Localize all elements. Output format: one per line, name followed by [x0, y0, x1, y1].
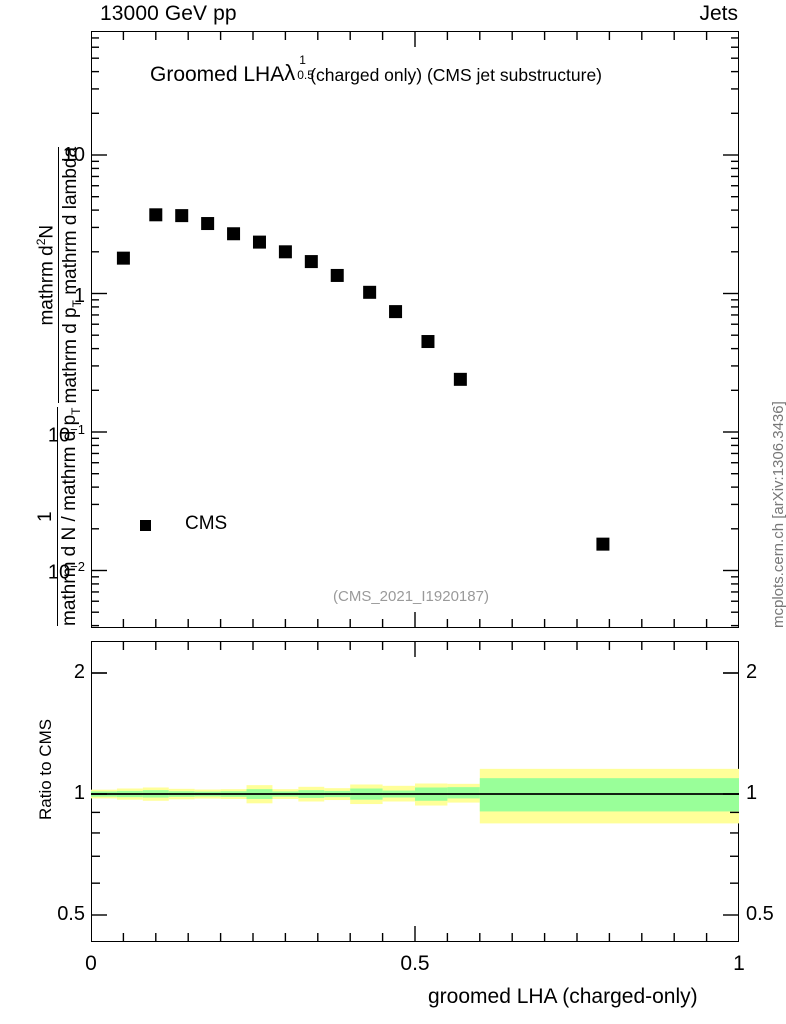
- ytick-mantissa-1: 1: [73, 285, 85, 307]
- header-right-label: Jets: [699, 2, 738, 25]
- yaxis-pT-subscript: T: [70, 300, 85, 308]
- legend-marker-cms: [140, 520, 151, 531]
- yaxis-N: N: [36, 224, 58, 239]
- legend: CMS: [140, 513, 300, 539]
- ratio-ytick-2-right-text: 2: [746, 661, 758, 683]
- ratio-ytick-label-05-right: 0.5: [746, 903, 786, 926]
- lambda-subscript: 0.5: [297, 68, 314, 82]
- ratio-yaxis-title: Ratio to CMS: [36, 718, 55, 820]
- yaxis-dN-dpT: mathrm d N / mathrm d p: [59, 414, 81, 626]
- ratio-ytick-label-05-left: 0.5: [10, 903, 85, 926]
- data-marker: [363, 285, 377, 299]
- main-plot-title: Groomed LHA λ 1 0.5 (charged only) (CMS jet …: [150, 53, 603, 87]
- data-marker: [149, 208, 163, 222]
- yaxis-d-exponent: 2: [34, 238, 48, 246]
- yaxis-mathrm-d: mathrm d: [36, 245, 58, 326]
- main-plot-frame: [91, 31, 739, 628]
- yaxis-denominator-dpT-dlambda: mathrm d pT mathrm d lambda: [58, 146, 85, 404]
- ratio-ytick-2-left-text: 2: [73, 661, 85, 683]
- ratio-ytick-05-left-text: 0.5: [57, 903, 85, 925]
- ytick-label-1: 1: [10, 285, 85, 308]
- title-suffix: (charged only) (CMS jet substructure): [310, 65, 603, 85]
- yaxis-one: 1: [35, 511, 57, 523]
- xaxis-title: groomed LHA (charged-only): [428, 985, 698, 1008]
- yaxis-mathrm-d-p: mathrm d p: [60, 307, 82, 404]
- data-marker: [389, 305, 403, 319]
- yaxis-denominator-dNdpT: mathrm d N / mathrm d pT: [57, 407, 83, 626]
- ytick-label-1e-2: 10−2: [10, 559, 85, 585]
- lambda-superscript: 1: [299, 53, 306, 67]
- ratio-ytick-05-right-text: 0.5: [746, 903, 774, 925]
- main-plot-canvas: [91, 31, 739, 628]
- legend-label-cms: CMS: [185, 513, 228, 534]
- ytick-exponent-1e-1: −1: [70, 422, 85, 437]
- ratio-ytick-label-1-left: 1: [10, 782, 85, 805]
- analysis-watermark: (CMS_2021_I1920187): [333, 588, 489, 605]
- ytick-mantissa-1e-2: 10: [47, 561, 71, 584]
- data-marker: [421, 335, 435, 349]
- lambda-symbol-group: λ 1 0.5: [284, 53, 314, 85]
- title-prefix: Groomed LHA: [150, 63, 285, 86]
- data-marker: [278, 245, 292, 259]
- yaxis-fraction-outer-numerator: 1 mathrm d N / mathrm d pT: [35, 405, 83, 628]
- ytick-exponent-1e-2: −2: [70, 559, 85, 574]
- data-marker: [175, 209, 189, 223]
- credit-watermark: mcplots.cern.ch [arXiv:1306.3436]: [770, 401, 786, 628]
- ratio-ytick-label-2-left: 2: [10, 661, 85, 684]
- xtick-label-05: 0.5: [400, 952, 430, 975]
- ytick-label-10: 10: [10, 144, 85, 167]
- ratio-band-inner: [447, 787, 480, 799]
- ratio-ytick-label-1-right: 1: [746, 782, 786, 805]
- ytick-mantissa-10: 10: [62, 144, 85, 166]
- yaxis-dpT-subscript: T: [68, 407, 83, 415]
- main-yaxis-title: 1 mathrm d N / mathrm d pT mathrm d2N ma…: [34, 145, 85, 628]
- ratio-plot-canvas: [91, 641, 739, 942]
- yaxis-fraction-inner: mathrm d2N mathrm d pT mathrm d lambda: [34, 145, 85, 406]
- data-marker: [330, 268, 344, 282]
- yaxis-mathrm-d-lambda: mathrm d lambda: [60, 146, 82, 295]
- data-marker: [252, 235, 266, 249]
- data-marker: [596, 537, 610, 551]
- ytick-label-1e-1: 10−1: [10, 422, 85, 448]
- ratio-ytick-1-right-text: 1: [746, 782, 758, 804]
- header-left-label: 13000 GeV pp: [100, 2, 237, 25]
- data-marker: [304, 255, 318, 269]
- xtick-label-1: 1: [733, 952, 745, 975]
- data-marker: [453, 372, 467, 386]
- data-marker: [116, 251, 130, 265]
- lambda-glyph: λ: [284, 60, 296, 85]
- xtick-label-0: 0: [85, 952, 97, 975]
- data-marker: [201, 217, 215, 231]
- data-marker: [227, 227, 241, 241]
- yaxis-d2N: mathrm d2N: [34, 147, 58, 404]
- ytick-mantissa-1e-1: 10: [47, 424, 71, 447]
- ratio-ytick-label-2-right: 2: [746, 661, 786, 684]
- ratio-ytick-1-left-text: 1: [73, 782, 85, 804]
